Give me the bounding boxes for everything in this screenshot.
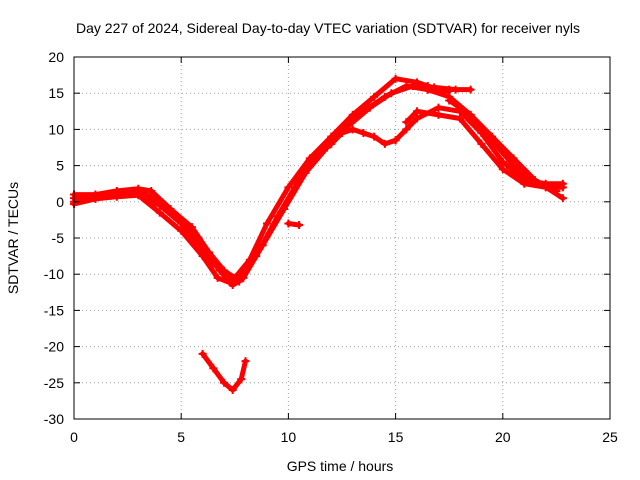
data-point: [262, 219, 271, 228]
data-point: [239, 273, 248, 282]
x-tick-label: 10: [281, 429, 297, 445]
x-tick-label: 20: [495, 429, 511, 445]
data-point: [134, 191, 143, 200]
data-point: [198, 349, 207, 358]
data-point: [370, 92, 379, 101]
data-point: [284, 183, 293, 192]
data-point: [198, 244, 207, 253]
data-point: [284, 219, 293, 228]
x-tick-label: 5: [177, 429, 185, 445]
data-point: [466, 85, 475, 94]
data-point: [498, 157, 507, 166]
data-point: [213, 273, 222, 282]
data-point: [228, 386, 237, 395]
y-tick-label: -15: [44, 302, 64, 318]
data-point: [558, 194, 567, 203]
data-point: [402, 118, 411, 127]
data-point: [239, 266, 248, 275]
data-point: [91, 194, 100, 203]
data-point: [477, 139, 486, 148]
data-point: [451, 85, 460, 94]
data-point: [391, 74, 400, 83]
data-point: [455, 114, 464, 123]
data-point: [387, 89, 396, 98]
data-point: [241, 357, 250, 366]
data-point: [402, 125, 411, 134]
data-point: [365, 103, 374, 112]
series-track-11: [198, 349, 250, 395]
data-point: [348, 125, 357, 134]
data-point: [177, 219, 186, 228]
y-tick-label: 0: [56, 194, 64, 210]
data-point: [370, 132, 379, 141]
data-point: [338, 129, 346, 138]
series-track-9: [327, 125, 400, 148]
series-trace: [446, 97, 566, 201]
y-tick-label: 20: [48, 49, 64, 65]
data-point: [112, 192, 121, 201]
series-trace: [71, 192, 246, 286]
data-point: [209, 364, 218, 373]
data-point: [434, 110, 443, 119]
data-point: [327, 139, 336, 148]
data-point: [466, 110, 475, 119]
x-axis-label: GPS time / hours: [287, 458, 394, 474]
x-tick-label: 15: [388, 429, 404, 445]
data-point: [488, 132, 497, 141]
data-point: [295, 220, 304, 229]
y-tick-label: -20: [44, 339, 64, 355]
x-tick-label: 25: [602, 429, 618, 445]
data-point: [198, 252, 207, 261]
y-tick-label: 5: [56, 158, 64, 174]
data-point: [391, 136, 400, 145]
y-tick-label: 15: [48, 85, 64, 101]
data-point: [359, 129, 368, 138]
data-point: [301, 168, 310, 177]
data-point: [280, 205, 289, 214]
data-point: [408, 81, 417, 90]
data-point: [509, 161, 518, 170]
data-point: [558, 179, 567, 188]
data-point: [434, 103, 443, 112]
data-point: [147, 186, 156, 195]
data-point: [413, 107, 422, 116]
series-track-4: [70, 191, 248, 287]
data-point: [423, 85, 432, 94]
data-point: [380, 139, 389, 148]
y-axis-label: SDTVAR / TECUs: [5, 182, 21, 294]
y-tick-label: -5: [52, 230, 65, 246]
data-point: [509, 154, 518, 163]
data-point: [220, 378, 229, 387]
data-point: [413, 114, 422, 123]
data-point: [530, 176, 539, 185]
series-track-10: [284, 219, 304, 229]
data-point: [215, 266, 224, 275]
data-point: [237, 375, 246, 384]
y-tick-label: -30: [44, 411, 64, 427]
series-layer: [70, 74, 567, 395]
chart-title: Day 227 of 2024, Sidereal Day-to-day VTE…: [76, 20, 580, 36]
x-tick-label: 0: [70, 429, 78, 445]
y-tick-label: -25: [44, 375, 64, 391]
data-point: [498, 165, 507, 174]
data-point: [445, 96, 454, 105]
y-tick-label: 10: [48, 121, 64, 137]
data-point: [155, 201, 164, 210]
series-track-8: [445, 96, 567, 203]
data-point: [177, 226, 186, 235]
data-point: [258, 241, 267, 250]
series-trace: [71, 76, 452, 281]
data-point: [226, 278, 235, 287]
y-tick-label: -10: [44, 266, 64, 282]
tick-layer: 0 5 10 15 20 25 -30 -25 -20 -15 -10 -5 0 5 10 15 20: [44, 49, 618, 445]
data-point: [322, 143, 331, 152]
data-point: [155, 208, 164, 217]
